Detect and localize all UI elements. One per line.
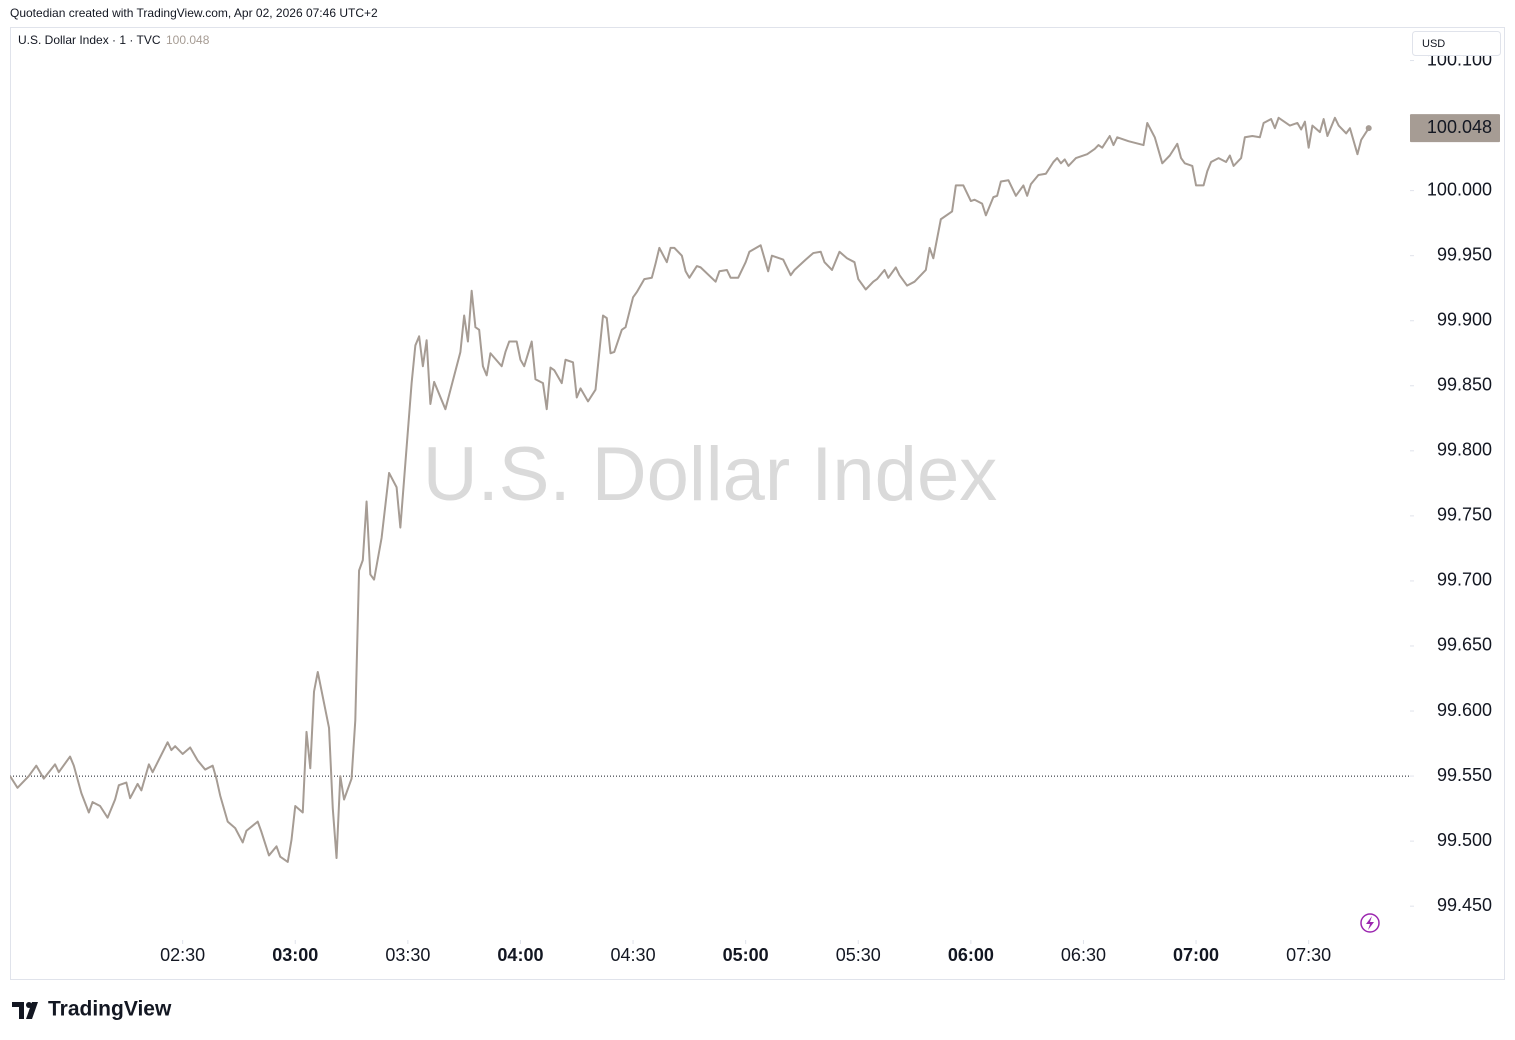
x-tick-label: 03:30 xyxy=(385,945,430,965)
x-tick-label: 02:30 xyxy=(160,945,205,965)
y-tick-label: 99.750 xyxy=(1437,505,1492,525)
y-tick-label: 99.650 xyxy=(1437,635,1492,655)
x-tick-label: 07:30 xyxy=(1286,945,1331,965)
price-line xyxy=(10,116,1370,863)
brand-name: TradingView xyxy=(48,998,172,1021)
alert-icon[interactable] xyxy=(1360,913,1380,933)
x-tick-label: 04:00 xyxy=(497,945,543,965)
x-tick-label: 06:00 xyxy=(948,945,994,965)
x-tick-label: 07:00 xyxy=(1173,945,1219,965)
watermark: U.S. Dollar Index xyxy=(423,432,997,517)
y-tick-label: 99.900 xyxy=(1437,309,1492,329)
brand-logo xyxy=(12,1002,38,1019)
header-last-value: 100.048 xyxy=(166,33,210,47)
y-tick-label: 99.550 xyxy=(1437,765,1492,785)
caption: Quotedian created with TradingView.com, … xyxy=(10,6,378,20)
x-tick-label: 03:00 xyxy=(272,945,318,965)
chart-frame xyxy=(10,27,1505,980)
y-tick-label: 99.850 xyxy=(1437,375,1492,395)
y-tick-label: 99.950 xyxy=(1437,244,1492,264)
last-price-box xyxy=(1410,114,1500,143)
y-tick-label: 99.500 xyxy=(1437,830,1492,850)
x-tick-label: 05:30 xyxy=(836,945,881,965)
x-tick-label: 05:00 xyxy=(723,945,769,965)
axes: 99.450 99.500 99.550 99.600 99.650 99.700 99.7… xyxy=(160,49,1500,965)
currency-box[interactable] xyxy=(1412,31,1501,56)
y-tick-label: 99.450 xyxy=(1437,895,1492,915)
y-tick-label: 99.600 xyxy=(1437,700,1492,720)
chart-title: U.S. Dollar Index · 1 · TVC xyxy=(18,33,161,47)
last-price-label: 100.048 xyxy=(1427,117,1492,137)
y-tick-label: 99.700 xyxy=(1437,570,1492,590)
plot-area xyxy=(10,116,1410,863)
y-tick-label: 99.800 xyxy=(1437,440,1492,460)
series-group xyxy=(10,116,1410,863)
x-tick-label: 06:30 xyxy=(1061,945,1106,965)
last-point xyxy=(1365,125,1372,132)
x-tick-label: 04:30 xyxy=(611,945,656,965)
y-tick-label: 100.000 xyxy=(1427,179,1492,199)
currency-label[interactable]: USD xyxy=(1422,38,1445,50)
